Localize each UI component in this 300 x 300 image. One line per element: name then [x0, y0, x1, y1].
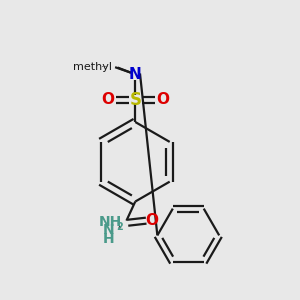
Text: methyl: methyl — [0, 299, 1, 300]
Text: NH: NH — [99, 215, 122, 230]
Text: methyl: methyl — [0, 299, 1, 300]
Text: methyl: methyl — [0, 299, 1, 300]
Text: O: O — [145, 213, 158, 228]
Text: methyl: methyl — [73, 62, 112, 72]
Text: O: O — [101, 92, 114, 107]
Text: O: O — [156, 92, 169, 107]
Text: H: H — [103, 232, 115, 246]
Text: N: N — [129, 68, 142, 82]
Text: N: N — [103, 223, 115, 236]
Text: methyl: methyl — [102, 65, 107, 67]
Text: S: S — [129, 91, 141, 109]
Text: methyl: methyl — [103, 65, 108, 67]
Text: 2: 2 — [117, 222, 123, 233]
